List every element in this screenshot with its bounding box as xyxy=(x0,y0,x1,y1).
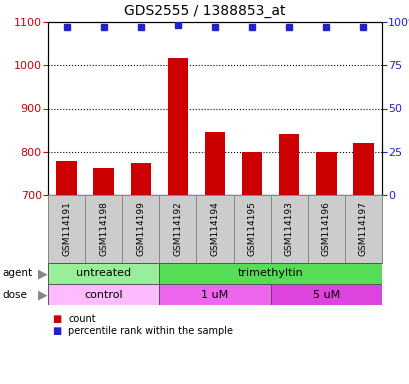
Bar xyxy=(270,195,307,263)
Text: ▶: ▶ xyxy=(38,267,48,280)
Bar xyxy=(159,284,270,305)
Text: GSM114199: GSM114199 xyxy=(136,202,145,257)
Bar xyxy=(85,195,122,263)
Text: untreated: untreated xyxy=(76,268,131,278)
Text: dose: dose xyxy=(2,290,27,300)
Bar xyxy=(315,152,336,195)
Text: count: count xyxy=(68,314,96,324)
Text: GSM114196: GSM114196 xyxy=(321,202,330,257)
Text: percentile rank within the sample: percentile rank within the sample xyxy=(68,326,233,336)
Bar xyxy=(159,263,381,284)
Bar xyxy=(48,263,159,284)
Text: GDS2555 / 1388853_at: GDS2555 / 1388853_at xyxy=(124,4,285,18)
Text: GSM114193: GSM114193 xyxy=(284,202,293,257)
Text: GSM114192: GSM114192 xyxy=(173,202,182,257)
Text: GSM114198: GSM114198 xyxy=(99,202,108,257)
Bar xyxy=(279,134,299,195)
Bar xyxy=(56,161,76,195)
Bar xyxy=(241,152,262,195)
Text: GSM114194: GSM114194 xyxy=(210,202,219,257)
Bar xyxy=(122,195,159,263)
Bar xyxy=(48,195,85,263)
Text: ■: ■ xyxy=(52,314,61,324)
Bar xyxy=(48,284,159,305)
Bar xyxy=(93,168,114,195)
Bar xyxy=(233,195,270,263)
Text: GSM114191: GSM114191 xyxy=(62,202,71,257)
Bar xyxy=(353,143,373,195)
Text: GSM114197: GSM114197 xyxy=(358,202,367,257)
Text: agent: agent xyxy=(2,268,32,278)
Text: ▶: ▶ xyxy=(38,288,48,301)
Bar xyxy=(159,195,196,263)
Bar xyxy=(270,284,381,305)
Bar xyxy=(130,164,151,195)
Bar xyxy=(196,195,233,263)
Text: 5 uM: 5 uM xyxy=(312,290,339,300)
Bar xyxy=(344,195,381,263)
Text: 1 uM: 1 uM xyxy=(201,290,228,300)
Text: GSM114195: GSM114195 xyxy=(247,202,256,257)
Bar xyxy=(307,195,344,263)
Text: ■: ■ xyxy=(52,326,61,336)
Text: control: control xyxy=(84,290,123,300)
Bar xyxy=(204,132,225,195)
Bar xyxy=(167,58,188,195)
Text: trimethyltin: trimethyltin xyxy=(237,268,303,278)
